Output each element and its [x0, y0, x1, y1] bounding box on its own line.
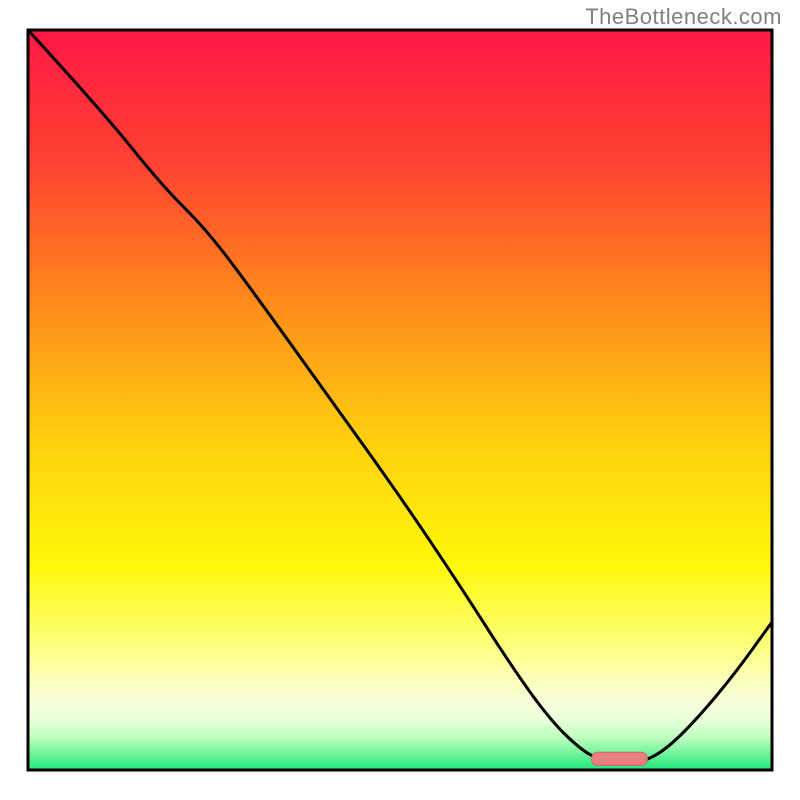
chart-container: TheBottleneck.com	[0, 0, 800, 800]
watermark-text: TheBottleneck.com	[585, 4, 782, 30]
gradient-background	[28, 30, 772, 770]
optimal-range-marker	[592, 752, 648, 765]
bottleneck-chart	[0, 0, 800, 800]
